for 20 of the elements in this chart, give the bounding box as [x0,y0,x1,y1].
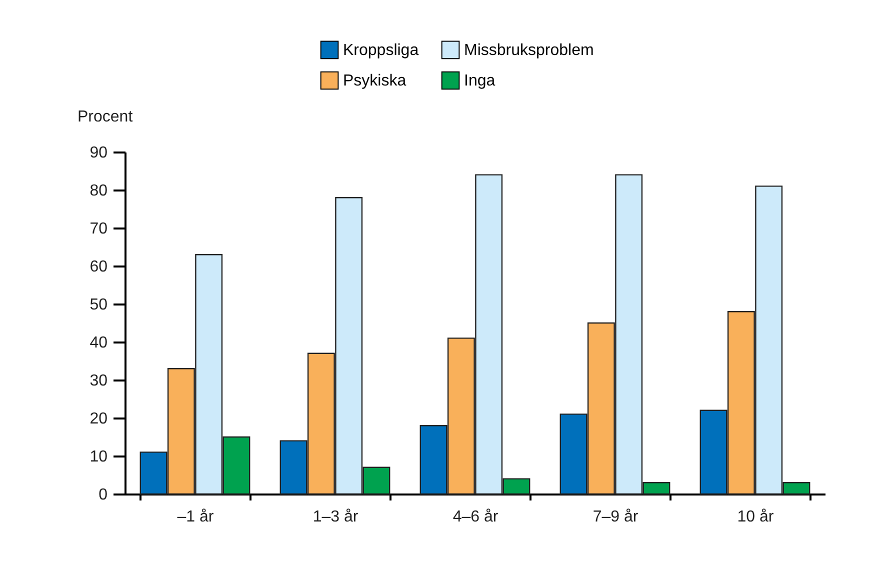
y-tick-label: 40 [90,334,108,352]
legend-label: Missbruksproblem [464,42,594,59]
y-axis-title: Procent [78,108,134,126]
y-tick-label: 50 [90,296,108,314]
y-tick-label: 30 [90,372,108,390]
y-tick-label: 70 [90,220,108,238]
y-tick-label: 10 [90,448,108,466]
x-tick-label: –1 år [177,508,214,526]
x-tick-label: 1–3 år [312,508,359,526]
legend-label: Kroppsliga [343,42,419,59]
y-tick-label: 90 [90,144,108,162]
y-tick-label: 80 [90,182,108,200]
y-tick-label: 60 [90,258,108,276]
y-tick-label: 20 [90,410,108,428]
legend-label: Psykiska [343,72,406,90]
y-tick-label: 0 [98,486,108,504]
legend-label: Inga [464,72,496,90]
x-tick-label: 10 år [737,508,774,526]
x-tick-label: 7–9 år [592,508,639,526]
x-tick-label: 4–6 år [452,508,499,526]
